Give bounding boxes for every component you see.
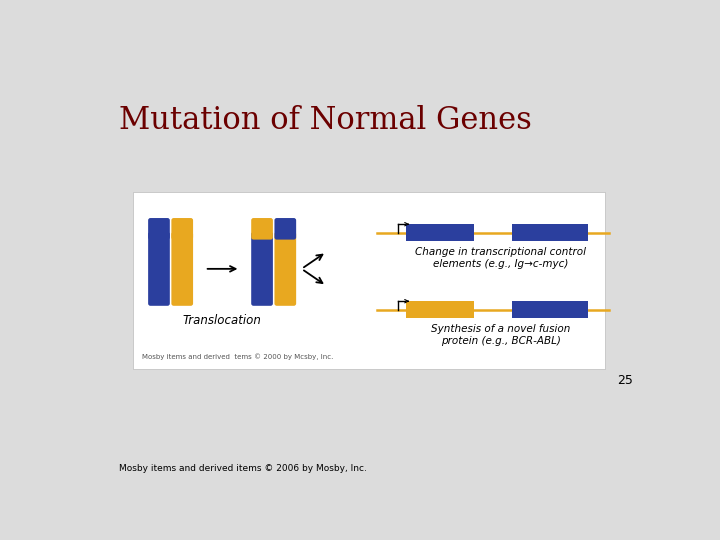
Bar (512, 224, 588, 241)
Text: Change in transcriptional control
elements (e.g., Ig→c-myc): Change in transcriptional control elemen… (415, 247, 586, 269)
FancyBboxPatch shape (274, 218, 296, 240)
FancyBboxPatch shape (132, 192, 606, 369)
Bar (406, 224, 474, 241)
FancyBboxPatch shape (171, 232, 193, 306)
FancyBboxPatch shape (148, 218, 170, 240)
Text: Mosby items and derived  tems © 2000 by Mcsby, Inc.: Mosby items and derived tems © 2000 by M… (142, 353, 333, 360)
Text: Translocation: Translocation (183, 314, 261, 327)
Text: Mutation of Normal Genes: Mutation of Normal Genes (120, 105, 532, 136)
Text: 25: 25 (616, 374, 632, 387)
FancyBboxPatch shape (171, 218, 193, 240)
Text: Synthesis of a novel fusion
protein (e.g., BCR-ABL): Synthesis of a novel fusion protein (e.g… (431, 325, 570, 346)
Bar (512, 301, 588, 318)
FancyBboxPatch shape (251, 218, 273, 240)
FancyBboxPatch shape (148, 232, 170, 306)
FancyBboxPatch shape (251, 232, 273, 306)
FancyBboxPatch shape (274, 232, 296, 306)
Text: Mosby items and derived items © 2006 by Mosby, Inc.: Mosby items and derived items © 2006 by … (120, 464, 367, 473)
Bar (406, 301, 474, 318)
